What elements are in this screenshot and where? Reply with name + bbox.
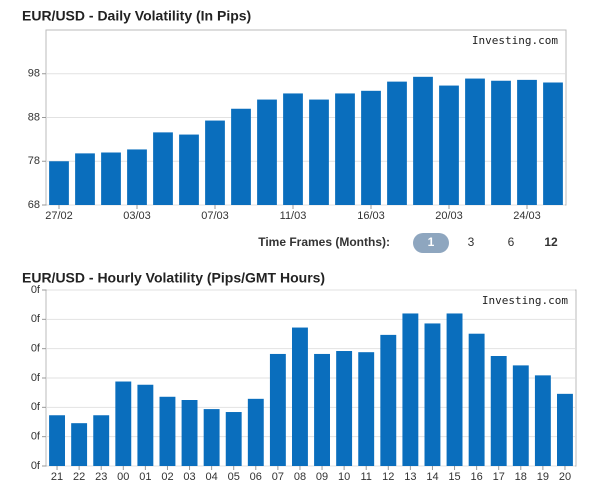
bar (225, 412, 242, 466)
y-tick-label: 0f (31, 460, 41, 472)
bar (314, 353, 330, 466)
bar (446, 313, 463, 466)
y-tick-label: 0f (31, 431, 41, 443)
bar (93, 415, 110, 466)
bar (309, 99, 329, 205)
x-tick-label: 16 (471, 471, 483, 483)
bar (490, 356, 507, 466)
x-tick-label: 01 (139, 471, 151, 483)
x-tick-label: 07/03 (201, 210, 229, 222)
selected-pill (413, 233, 449, 253)
x-tick-label: 03 (183, 471, 195, 483)
y-tick-label: 0f (31, 284, 41, 296)
watermark: Investing.com (472, 34, 558, 47)
bar (517, 79, 537, 205)
bar (512, 365, 529, 466)
bar (203, 409, 220, 466)
bar (413, 76, 433, 205)
x-tick-label: 09 (316, 471, 328, 483)
bar (543, 82, 563, 205)
bar (380, 334, 397, 466)
x-tick-label: 14 (426, 471, 438, 483)
x-tick-label: 10 (338, 471, 350, 483)
y-tick-label: 0f (31, 313, 41, 325)
bar (358, 352, 375, 466)
x-tick-label: 00 (117, 471, 129, 483)
x-tick-label: 22 (73, 471, 85, 483)
x-tick-label: 21 (51, 471, 63, 483)
y-tick-label: 78 (28, 155, 40, 167)
bar (361, 90, 381, 205)
bar (269, 353, 286, 466)
x-tick-label: 03/03 (123, 210, 151, 222)
bar (557, 393, 573, 466)
bar (387, 81, 407, 205)
x-tick-label: 17 (493, 471, 505, 483)
bar (181, 400, 198, 466)
x-tick-label: 06 (250, 471, 262, 483)
bar (75, 153, 95, 205)
chart-title: EUR/USD - Daily Volatility (In Pips) (22, 8, 251, 24)
x-tick-label: 18 (515, 471, 527, 483)
bar (49, 415, 65, 466)
y-tick-label: 98 (28, 68, 40, 80)
time-frame-option[interactable]: 3 (468, 235, 475, 249)
x-tick-label: 19 (537, 471, 549, 483)
x-tick-label: 05 (228, 471, 240, 483)
x-tick-label: 24/03 (513, 210, 541, 222)
bar (424, 323, 441, 466)
y-tick-label: 0f (31, 401, 41, 413)
x-tick-label: 20 (559, 471, 571, 483)
bar (439, 85, 459, 205)
x-tick-label: 13 (404, 471, 416, 483)
bar (292, 327, 308, 466)
bar (491, 80, 511, 205)
bar (465, 78, 485, 205)
bar (179, 134, 199, 205)
bar (115, 381, 132, 466)
bar (153, 132, 173, 205)
bar (231, 108, 251, 205)
time-frames-label: Time Frames (Months): (258, 235, 390, 249)
watermark: Investing.com (482, 294, 568, 307)
bar (137, 384, 154, 466)
bar (257, 99, 277, 205)
x-tick-label: 02 (161, 471, 173, 483)
chart-title: EUR/USD - Hourly Volatility (Pips/GMT Ho… (22, 270, 325, 286)
x-tick-label: 04 (206, 471, 218, 483)
bar (283, 93, 303, 205)
bar (402, 313, 419, 466)
bar (127, 149, 147, 205)
bar (336, 351, 353, 466)
bar (159, 396, 176, 466)
x-tick-label: 07 (272, 471, 284, 483)
bar (205, 120, 225, 205)
x-tick-label: 27/02 (45, 210, 73, 222)
time-frame-option[interactable]: 6 (508, 235, 515, 249)
bar (101, 152, 121, 205)
bar (534, 375, 551, 466)
time-frame-option[interactable]: 1 (428, 235, 435, 249)
y-tick-label: 0f (31, 372, 41, 384)
bar (71, 423, 88, 466)
bar (247, 398, 264, 466)
x-tick-label: 12 (382, 471, 394, 483)
y-tick-label: 68 (28, 199, 40, 211)
y-tick-label: 88 (28, 111, 40, 123)
time-frame-option[interactable]: 12 (544, 235, 558, 249)
bar (49, 161, 69, 205)
y-tick-label: 0f (31, 343, 41, 355)
bar (335, 93, 355, 205)
x-tick-label: 20/03 (435, 210, 463, 222)
x-tick-label: 15 (448, 471, 460, 483)
x-tick-label: 23 (95, 471, 107, 483)
x-tick-label: 08 (294, 471, 306, 483)
x-tick-label: 11/03 (280, 210, 307, 222)
x-tick-label: 16/03 (357, 210, 385, 222)
x-tick-label: 11 (360, 471, 371, 483)
bar (468, 333, 485, 466)
